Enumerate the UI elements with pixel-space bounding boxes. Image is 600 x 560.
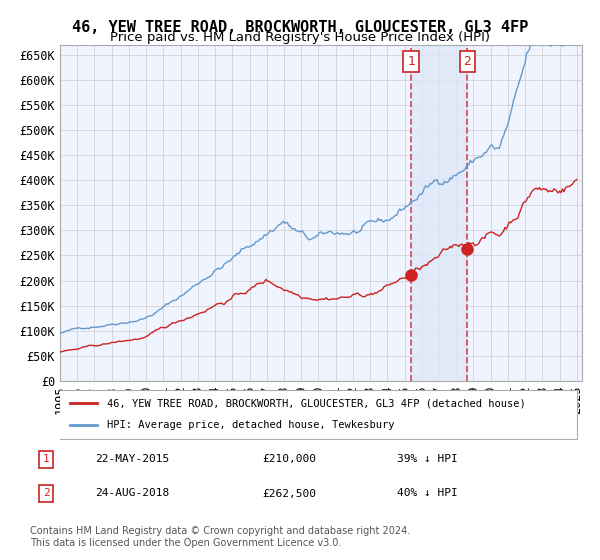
Text: £262,500: £262,500 xyxy=(262,488,316,498)
Bar xyxy=(411,45,467,381)
Text: 1: 1 xyxy=(407,55,415,68)
Text: 39% ↓ HPI: 39% ↓ HPI xyxy=(397,454,458,464)
Text: 1: 1 xyxy=(43,454,50,464)
Text: HPI: Average price, detached house, Tewkesbury: HPI: Average price, detached house, Tewk… xyxy=(107,421,394,431)
Text: 40% ↓ HPI: 40% ↓ HPI xyxy=(397,488,458,498)
FancyBboxPatch shape xyxy=(55,390,577,439)
Text: £210,000: £210,000 xyxy=(262,454,316,464)
Text: 24-AUG-2018: 24-AUG-2018 xyxy=(95,488,169,498)
Text: 2: 2 xyxy=(43,488,50,498)
Text: 22-MAY-2015: 22-MAY-2015 xyxy=(95,454,169,464)
Text: 2: 2 xyxy=(463,55,471,68)
Text: 46, YEW TREE ROAD, BROCKWORTH, GLOUCESTER, GL3 4FP: 46, YEW TREE ROAD, BROCKWORTH, GLOUCESTE… xyxy=(72,20,528,35)
Text: Price paid vs. HM Land Registry's House Price Index (HPI): Price paid vs. HM Land Registry's House … xyxy=(110,31,490,44)
Text: 46, YEW TREE ROAD, BROCKWORTH, GLOUCESTER, GL3 4FP (detached house): 46, YEW TREE ROAD, BROCKWORTH, GLOUCESTE… xyxy=(107,398,526,408)
Text: Contains HM Land Registry data © Crown copyright and database right 2024.
This d: Contains HM Land Registry data © Crown c… xyxy=(30,526,410,548)
